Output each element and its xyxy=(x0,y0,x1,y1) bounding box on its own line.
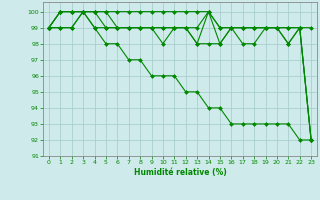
X-axis label: Humidité relative (%): Humidité relative (%) xyxy=(134,168,226,177)
